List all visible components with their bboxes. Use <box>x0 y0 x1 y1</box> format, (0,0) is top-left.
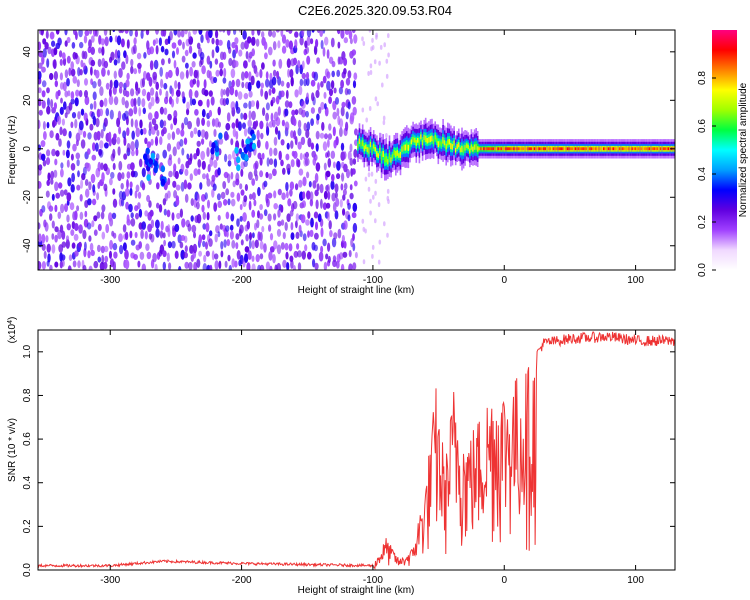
snr-x-label: Height of straight line (km) <box>298 585 415 596</box>
colorbar-ticks: 0.0 0.2 0.4 0.6 0.8 <box>697 71 716 277</box>
snr-x-ticks: -300 -200 -100 0 100 <box>100 330 644 586</box>
y-tick-label: 1.0 <box>22 344 33 358</box>
snr-scale-note: (x104) <box>7 317 19 344</box>
x-tick-label: -200 <box>232 275 252 286</box>
heatmap-y-label: Frequency (Hz) <box>7 116 18 185</box>
y-tick-label: 0.0 <box>22 563 33 577</box>
colorbar-label: Normalized spectral amplitude <box>738 82 749 217</box>
colorbar-tick-label: 0.6 <box>697 119 708 133</box>
y-tick-label: 20 <box>22 94 33 106</box>
x-tick-label: -300 <box>100 575 120 586</box>
y-tick-label: 0.4 <box>22 475 33 489</box>
heatmap-frame <box>37 29 676 271</box>
colorbar-tick-label: 0.2 <box>697 215 708 229</box>
colorbar-tick-label: 0.4 <box>697 167 708 181</box>
x-tick-label: 0 <box>501 575 507 586</box>
heatmap-y-ticks: -40 -20 0 20 40 <box>22 46 675 253</box>
y-tick-label: 0.2 <box>22 519 33 533</box>
x-tick-label: 100 <box>627 275 644 286</box>
x-tick-label: 0 <box>501 275 507 286</box>
x-tick-label: -100 <box>363 575 383 586</box>
x-tick-label: -100 <box>363 275 383 286</box>
y-tick-label: 40 <box>22 46 33 58</box>
heatmap-x-label: Height of straight line (km) <box>298 285 415 296</box>
snr-frame <box>37 329 676 571</box>
x-tick-label: -300 <box>100 275 120 286</box>
colorbar <box>712 30 737 270</box>
colorbar-tick-label: 0.0 <box>697 263 708 277</box>
heatmap-x-ticks: -300 -200 -100 0 100 <box>100 30 644 286</box>
colorbar-tick-label: 0.8 <box>697 71 708 85</box>
y-tick-label: -40 <box>22 238 33 253</box>
figure-title: C2E6.2025.320.09.53.R04 <box>298 3 452 18</box>
x-tick-label: 100 <box>627 575 644 586</box>
snr-series-line <box>38 331 675 570</box>
y-tick-label: 0.8 <box>22 388 33 402</box>
y-tick-label: 0 <box>22 146 33 152</box>
heatmap-cells <box>38 30 675 270</box>
x-tick-label: -200 <box>232 575 252 586</box>
y-tick-label: 0.6 <box>22 432 33 446</box>
snr-y-label: SNR (10 * v/v) <box>7 418 18 482</box>
snr-y-ticks: 0.0 0.2 0.4 0.6 0.8 1.0 <box>22 344 675 577</box>
y-tick-label: -20 <box>22 190 33 205</box>
